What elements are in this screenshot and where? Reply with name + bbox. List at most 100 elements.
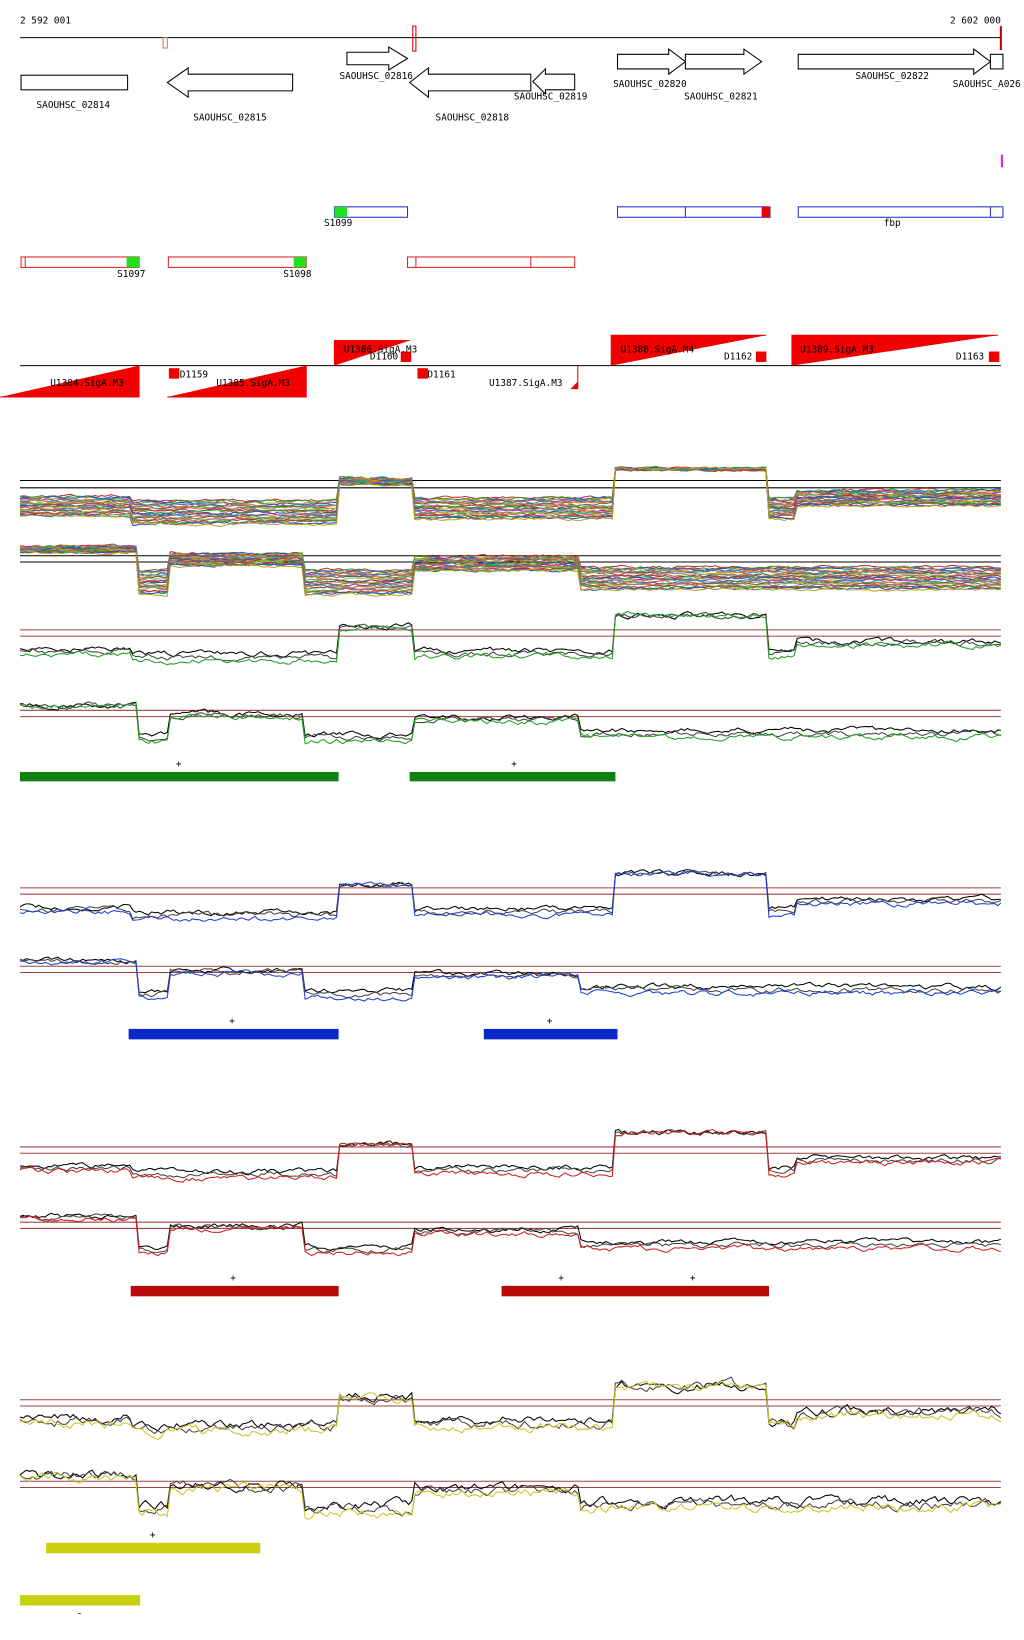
trace bbox=[19, 1213, 1002, 1254]
feature bbox=[407, 256, 576, 268]
segment-track bbox=[20, 771, 769, 1606]
trace bbox=[19, 869, 1002, 922]
promoter-label: U1385.SigA.M3 bbox=[216, 378, 290, 389]
gene bbox=[166, 66, 294, 99]
segment bbox=[409, 771, 616, 782]
terminator bbox=[755, 351, 767, 362]
trace bbox=[19, 868, 1001, 917]
strand-sign: - bbox=[77, 1608, 83, 1619]
gene bbox=[797, 48, 992, 76]
trace bbox=[19, 549, 1001, 591]
gene bbox=[20, 74, 129, 91]
trace bbox=[19, 611, 1001, 662]
gene bbox=[346, 46, 409, 71]
strand-sign: + bbox=[176, 759, 182, 770]
trace bbox=[19, 701, 1002, 742]
expression-traces bbox=[19, 465, 1002, 1520]
feature-end bbox=[293, 256, 307, 268]
trace bbox=[19, 958, 1002, 1002]
trace bbox=[19, 1376, 1002, 1435]
promoter bbox=[333, 340, 410, 366]
terminator bbox=[988, 351, 1000, 362]
trace bbox=[19, 1469, 1002, 1512]
feature-end bbox=[761, 206, 771, 218]
segment bbox=[20, 1595, 141, 1606]
trace bbox=[19, 466, 1001, 527]
promoter-label: U1386.SigA.M3 bbox=[344, 344, 418, 355]
trace bbox=[19, 610, 1002, 666]
trace bbox=[19, 1380, 1002, 1441]
segment bbox=[20, 771, 339, 782]
trace bbox=[19, 467, 1001, 519]
promoter-label: U1387.SigA.M3 bbox=[489, 378, 563, 389]
terminator bbox=[400, 351, 412, 362]
promoter bbox=[570, 365, 579, 390]
trace bbox=[19, 1212, 1002, 1251]
trace bbox=[19, 550, 1002, 597]
trace bbox=[19, 467, 1001, 508]
trace bbox=[19, 467, 1001, 513]
trace bbox=[19, 466, 1001, 514]
ruler-marker bbox=[412, 25, 417, 52]
terminator-label: D1162 bbox=[724, 352, 752, 363]
feature-end bbox=[126, 256, 140, 268]
trace bbox=[19, 1128, 1001, 1183]
feature bbox=[167, 256, 307, 268]
terminator-label: D1163 bbox=[956, 352, 984, 363]
segment bbox=[501, 1285, 769, 1297]
segment bbox=[128, 1028, 339, 1040]
marker bbox=[1000, 154, 1003, 168]
promoter-label: U1388.SigA.M4 bbox=[621, 344, 695, 355]
gene bbox=[989, 53, 1004, 70]
trace bbox=[19, 956, 1002, 994]
trace bbox=[19, 1129, 1001, 1179]
gene-label: SAOUHSC_02818 bbox=[436, 113, 510, 124]
trace bbox=[19, 1471, 1001, 1520]
trace bbox=[19, 466, 1002, 505]
promoter-label: U1389.SigA.M3 bbox=[800, 344, 874, 355]
gene-label: SAOUHSC_A026 bbox=[953, 79, 1021, 90]
strand-sign: + bbox=[690, 1273, 696, 1284]
trace bbox=[19, 466, 1001, 508]
promoter-label: U1384.SigA.M3 bbox=[50, 378, 124, 389]
trace bbox=[19, 467, 1002, 506]
strand-sign: + bbox=[229, 1016, 235, 1027]
gene bbox=[616, 48, 687, 76]
ruler-start: 2 592 001 bbox=[20, 15, 71, 26]
trace bbox=[19, 701, 1001, 740]
strand-sign: + bbox=[230, 1273, 236, 1284]
terminator bbox=[168, 368, 180, 379]
trace bbox=[19, 467, 1001, 509]
gene-track bbox=[19, 25, 1004, 99]
trace bbox=[19, 1470, 1002, 1517]
trace bbox=[19, 1215, 1001, 1257]
gene bbox=[408, 66, 532, 99]
strand-sign: + bbox=[150, 1530, 156, 1541]
strand-sign: + bbox=[511, 759, 517, 770]
feature-label: fbp bbox=[884, 218, 901, 229]
trace bbox=[19, 1128, 1001, 1176]
gene-label: SAOUHSC_02819 bbox=[514, 92, 588, 103]
segment bbox=[483, 1028, 618, 1040]
gene-label: SAOUHSC_02814 bbox=[37, 100, 111, 111]
promoter bbox=[0, 365, 140, 398]
terminator-label: D1161 bbox=[427, 370, 456, 381]
terminator bbox=[417, 368, 428, 379]
promoter bbox=[610, 334, 766, 366]
feature bbox=[797, 206, 1004, 218]
segment bbox=[130, 1285, 339, 1297]
promoter bbox=[791, 334, 998, 366]
promoter bbox=[167, 365, 307, 398]
ruler-end: 2 602 000 bbox=[950, 15, 1001, 26]
strand-sign: + bbox=[558, 1273, 564, 1284]
segment bbox=[46, 1542, 261, 1554]
strand-sign: + bbox=[547, 1016, 553, 1027]
trace bbox=[19, 702, 1001, 745]
trace bbox=[19, 870, 1002, 920]
gene-label: SAOUHSC_02815 bbox=[193, 113, 267, 124]
gene-label: SAOUHSC_02816 bbox=[339, 71, 413, 82]
trace bbox=[19, 958, 1001, 999]
feature bbox=[20, 256, 140, 268]
